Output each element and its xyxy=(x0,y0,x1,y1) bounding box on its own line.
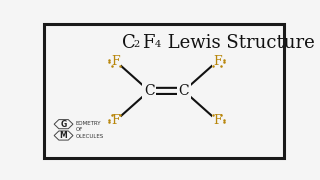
Text: 2: 2 xyxy=(134,40,140,49)
Text: F: F xyxy=(142,34,155,52)
Text: C: C xyxy=(179,84,189,98)
Text: M: M xyxy=(60,131,68,140)
Text: C: C xyxy=(122,34,136,52)
Text: F: F xyxy=(213,55,222,68)
Text: C: C xyxy=(144,84,155,98)
Text: F: F xyxy=(111,55,120,68)
Text: G: G xyxy=(60,120,67,129)
Text: EOMETRY: EOMETRY xyxy=(76,121,101,126)
Text: 4: 4 xyxy=(155,40,161,49)
Text: Lewis Structure: Lewis Structure xyxy=(162,34,314,52)
Text: F: F xyxy=(213,114,222,127)
Text: F: F xyxy=(111,114,120,127)
Text: OLECULES: OLECULES xyxy=(76,134,104,139)
Text: OF: OF xyxy=(76,127,83,132)
